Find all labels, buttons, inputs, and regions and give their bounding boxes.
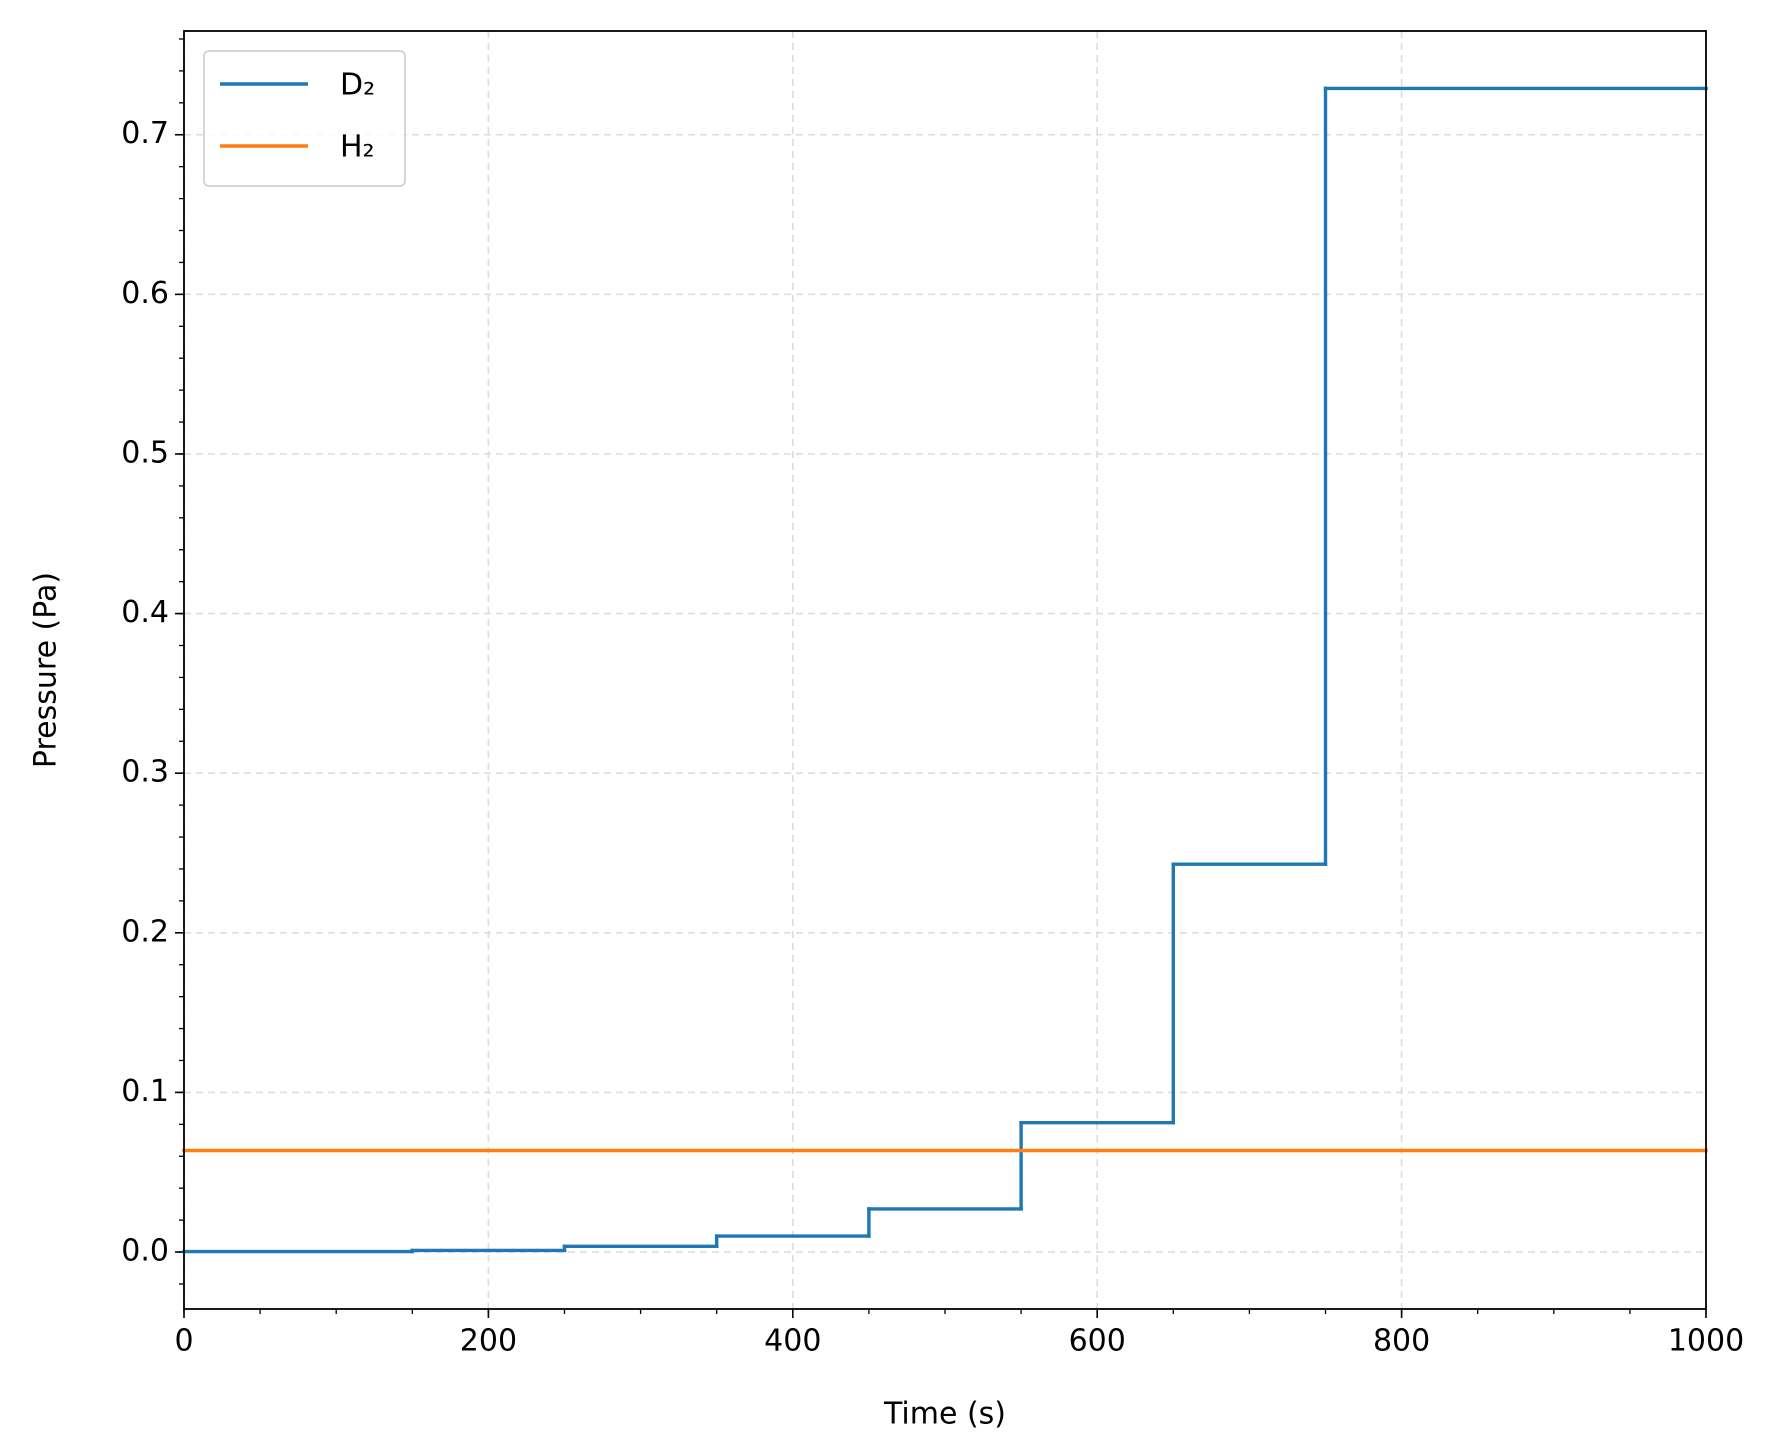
y-tick-label: 0.6 (121, 276, 169, 311)
legend-label: D₂ (340, 68, 375, 103)
y-tick-label: 0.4 (121, 595, 169, 630)
y-tick-label: 0.5 (121, 435, 169, 470)
y-tick-label: 0.7 (121, 116, 169, 151)
y-tick-label: 0.3 (121, 755, 169, 790)
y-tick-label: 0.1 (121, 1074, 169, 1109)
legend: D₂ H₂ (203, 50, 406, 187)
legend-label: H₂ (340, 130, 375, 165)
x-tick-label: 600 (1069, 1324, 1126, 1359)
y-tick-label: 0.2 (121, 914, 169, 949)
y-axis-label: Pressure (Pa) (29, 572, 64, 768)
y-tick-label: 0.0 (121, 1234, 169, 1269)
plot-frame (183, 30, 1707, 1310)
x-tick-label: 400 (764, 1324, 821, 1359)
x-axis-label: Time (s) (883, 1397, 1006, 1432)
x-tick-label: 200 (460, 1324, 517, 1359)
x-tick-label: 0 (174, 1324, 193, 1359)
x-tick-label: 1000 (1668, 1324, 1744, 1359)
x-tick-label: 800 (1373, 1324, 1430, 1359)
